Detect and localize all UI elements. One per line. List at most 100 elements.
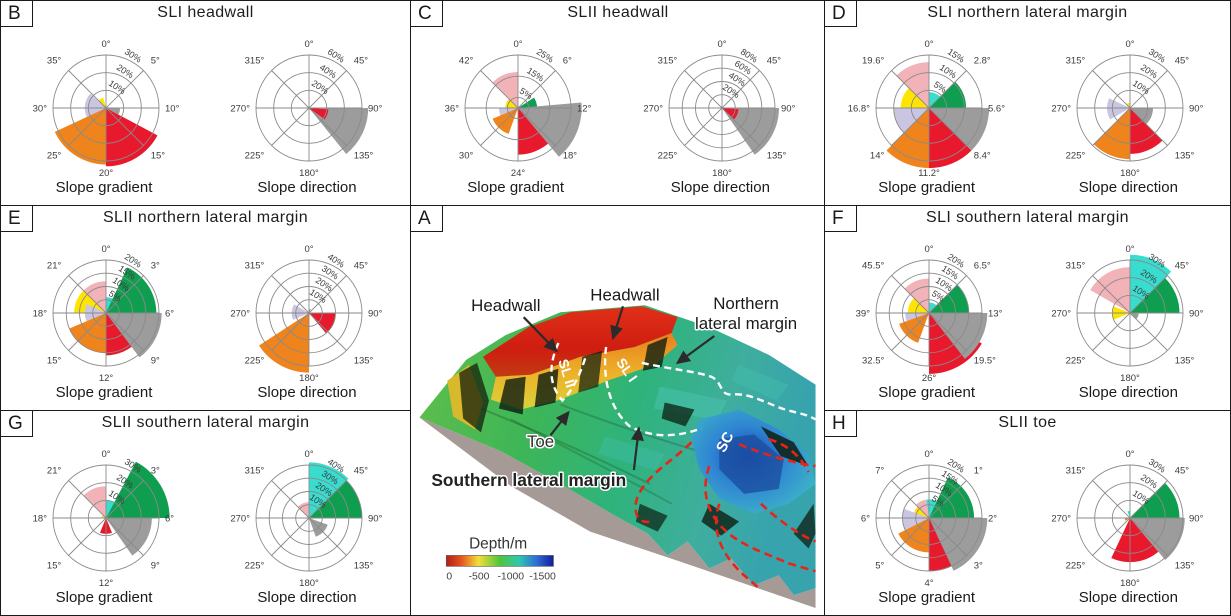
rose-chart-gradient: 5%10%15%0°2.8°5.6°8.4°11.2°14°16.8°19.6° xyxy=(847,39,1005,179)
channel-shadow xyxy=(635,503,668,532)
rose-wedge-red xyxy=(1111,518,1159,563)
rose-wedge-green xyxy=(1130,483,1180,518)
angle-label: 30° xyxy=(33,104,48,115)
angle-label: 45° xyxy=(767,55,782,66)
angle-label: 270° xyxy=(1052,309,1072,320)
grid-axis xyxy=(271,480,347,556)
angle-label: 90° xyxy=(368,514,383,525)
ring-label: 10% xyxy=(937,62,958,80)
angle-label: 45° xyxy=(354,465,369,476)
angle-label: 9° xyxy=(151,356,160,367)
colorbar-tick-1: -500 xyxy=(469,571,490,582)
rose-wedge-orange xyxy=(1125,518,1131,521)
angle-label: 24° xyxy=(510,168,525,179)
angle-label: 135° xyxy=(1175,561,1195,572)
rose-slope-gradient: 5% 15% 25% 0° 6° 12° 18° 24° 30° 36° 42° Slope gra… xyxy=(416,24,616,196)
bathymetry-3d-map: Headwall Headwall Northern lateral margi… xyxy=(419,284,817,609)
teal-patch xyxy=(731,364,789,401)
ring-label: 20% xyxy=(1139,472,1160,490)
sli-outline-dashed xyxy=(603,346,702,437)
rose-wedge-green xyxy=(309,480,362,518)
angle-label: 5° xyxy=(875,561,884,572)
angle-label: 315° xyxy=(245,260,265,271)
rose-caption: Slope direction xyxy=(670,179,770,196)
rose-wedge-cyan xyxy=(309,462,349,518)
angle-label: 25° xyxy=(47,151,62,162)
angle-label: 39° xyxy=(855,309,870,320)
angle-label: 26° xyxy=(921,373,936,384)
angle-label: 6° xyxy=(165,309,174,320)
rose-wedge-red xyxy=(928,108,972,169)
rose-caption: Slope gradient xyxy=(878,179,976,196)
rose-slope-gradient: 5% 10% 15% 20% 0° 6.5° 13° 19.5° 26° 32.5° 39° 45.5… xyxy=(827,229,1027,401)
rose-wedge-red xyxy=(106,108,158,167)
colorbar-tick-2: -1000 xyxy=(497,571,524,582)
angle-label: 3° xyxy=(973,561,982,572)
rose-caption: Slope gradient xyxy=(467,179,565,196)
rose-wedge-orange xyxy=(1094,108,1131,160)
panel-B: B SLI headwall 10% 20% 30% 0° 5° 10° 15° 20° 25°… xyxy=(0,0,411,206)
label-northern-line2: lateral margin xyxy=(695,314,797,333)
angle-label: 8.4° xyxy=(973,151,990,162)
angle-label: 15° xyxy=(47,356,62,367)
teal-patch xyxy=(598,436,665,471)
grid-axis xyxy=(1092,275,1169,351)
panel-title-F: SLI southern lateral margin xyxy=(926,209,1129,226)
rose-chart-direction: 10%20%30%0°45°90°135°180°225°270°315° xyxy=(1052,244,1204,384)
colorbar-title: Depth/m xyxy=(469,535,527,552)
scarp-shadow xyxy=(498,376,526,415)
grid-axis xyxy=(890,275,967,351)
rose-caption: Slope gradient xyxy=(878,384,976,401)
angle-label: 9° xyxy=(151,561,160,572)
angle-label: 15° xyxy=(151,151,166,162)
rose-wedge-orange xyxy=(259,313,309,373)
rose-caption: Slope gradient xyxy=(55,384,153,401)
angle-label: 6° xyxy=(562,55,571,66)
rose-slope-gradient: 10% 20% 30% 0° 5° 10° 15° 20° 25° 30° 35° Slope gr… xyxy=(4,24,204,196)
angle-label: 12° xyxy=(577,104,592,115)
ring-label: 20% xyxy=(115,62,136,80)
rose-wedge-gray xyxy=(309,108,369,154)
angle-label: 7° xyxy=(875,465,884,476)
panel-title-E: SLII northern lateral margin xyxy=(102,209,309,226)
grid-axis xyxy=(1092,70,1169,146)
rose-wedge-red xyxy=(309,313,336,334)
rose-slope-direction: 10% 20% 30% 40% 0° 45° 90° 135° 180° 225° 270° 315°… xyxy=(207,434,407,606)
rose-chart-direction: 10%20%30%0°45°90°135°180°225°270°315° xyxy=(1052,449,1204,589)
angle-label: 315° xyxy=(245,55,265,66)
rose-wedge-green xyxy=(106,461,170,518)
angle-label: 0° xyxy=(718,39,727,50)
angle-label: 18° xyxy=(33,514,48,525)
angle-label: 225° xyxy=(245,151,265,162)
label-headwall-center: Headwall xyxy=(590,285,659,304)
ring-label: 40% xyxy=(318,62,339,80)
angle-label: 90° xyxy=(1189,309,1204,320)
angle-label: 180° xyxy=(1120,373,1140,384)
angle-label: 0° xyxy=(924,244,933,255)
panel-title-B: SLI headwall xyxy=(157,4,254,21)
angle-label: 45.5° xyxy=(862,260,884,271)
angle-label: 135° xyxy=(354,561,374,572)
rose-wedge-red xyxy=(722,108,739,120)
rose-chart-direction: 10%20%30%40%0°45°90°135°180°225°270°315° xyxy=(230,244,382,384)
angle-label: 0° xyxy=(101,449,110,460)
rose-slope-gradient: 5% 10% 15% 0° 2.8° 5.6° 8.4° 11.2° 14° 16.8° 19.6°… xyxy=(827,24,1027,196)
panel-E: E SLII northern lateral margin 5% 10% 15% 2… xyxy=(0,205,411,411)
angle-label: 180° xyxy=(1120,168,1140,179)
angle-label: 10° xyxy=(165,104,180,115)
panel-letter-B: B xyxy=(0,0,33,27)
rose-wedge-gray xyxy=(928,313,987,359)
angle-label: 90° xyxy=(1189,104,1204,115)
panel-H: H SLII toe 5% 10% 15% 20% 0° 1° 2° 3° 4° 5° 6° 7° S… xyxy=(824,410,1231,616)
angle-label: 0° xyxy=(513,39,522,50)
angle-label: 90° xyxy=(1189,514,1204,525)
angle-label: 270° xyxy=(230,104,250,115)
angle-label: 0° xyxy=(1126,39,1135,50)
angle-label: 180° xyxy=(299,373,319,384)
angle-label: 5.6° xyxy=(988,104,1005,115)
angle-label: 225° xyxy=(1066,356,1086,367)
angle-label: 180° xyxy=(299,578,319,589)
rose-chart-direction: 10%20%30%0°45°90°135°180°225°270°315° xyxy=(1052,39,1204,179)
map-base-crust xyxy=(419,417,816,609)
